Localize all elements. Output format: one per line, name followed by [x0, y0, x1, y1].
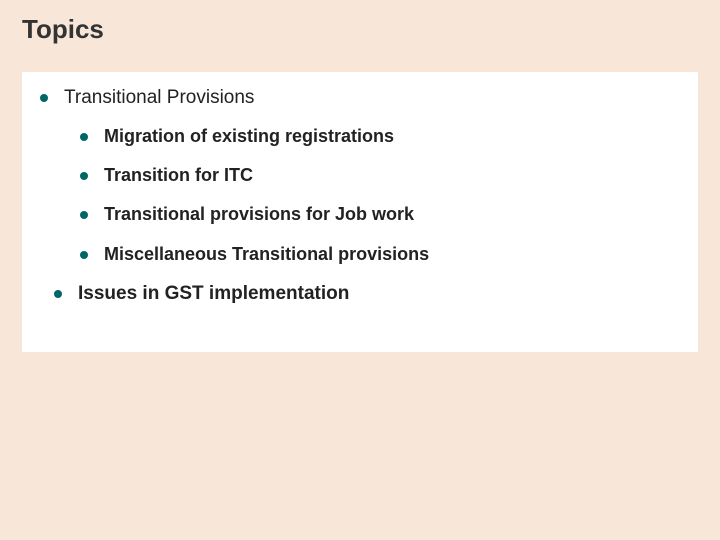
topic-heading: Transitional Provisions: [64, 86, 254, 111]
topic-list: Transitional Provisions Migration of exi…: [40, 86, 680, 307]
bullet-icon: [80, 251, 88, 259]
bullet-icon: [80, 172, 88, 180]
bullet-icon: [80, 211, 88, 219]
bullet-icon: [80, 133, 88, 141]
list-item: Miscellaneous Transitional provisions: [80, 243, 680, 266]
topic-heading: Issues in GST implementation: [78, 282, 349, 307]
list-item: Transitional provisions for Job work: [80, 203, 680, 226]
slide-title: Topics: [22, 14, 104, 45]
list-item: Migration of existing registrations: [80, 125, 680, 148]
list-item: Transitional Provisions Migration of exi…: [40, 86, 680, 266]
list-item: Transition for ITC: [80, 164, 680, 187]
subtopic-label: Transitional provisions for Job work: [104, 203, 414, 226]
content-panel: Transitional Provisions Migration of exi…: [22, 72, 698, 352]
subtopic-label: Migration of existing registrations: [104, 125, 394, 148]
list-item: Issues in GST implementation: [54, 282, 680, 307]
subtopic-list: Migration of existing registrations Tran…: [80, 125, 680, 267]
bullet-icon: [54, 290, 62, 298]
subtopic-label: Transition for ITC: [104, 164, 253, 187]
subtopic-label: Miscellaneous Transitional provisions: [104, 243, 429, 266]
bullet-icon: [40, 94, 48, 102]
